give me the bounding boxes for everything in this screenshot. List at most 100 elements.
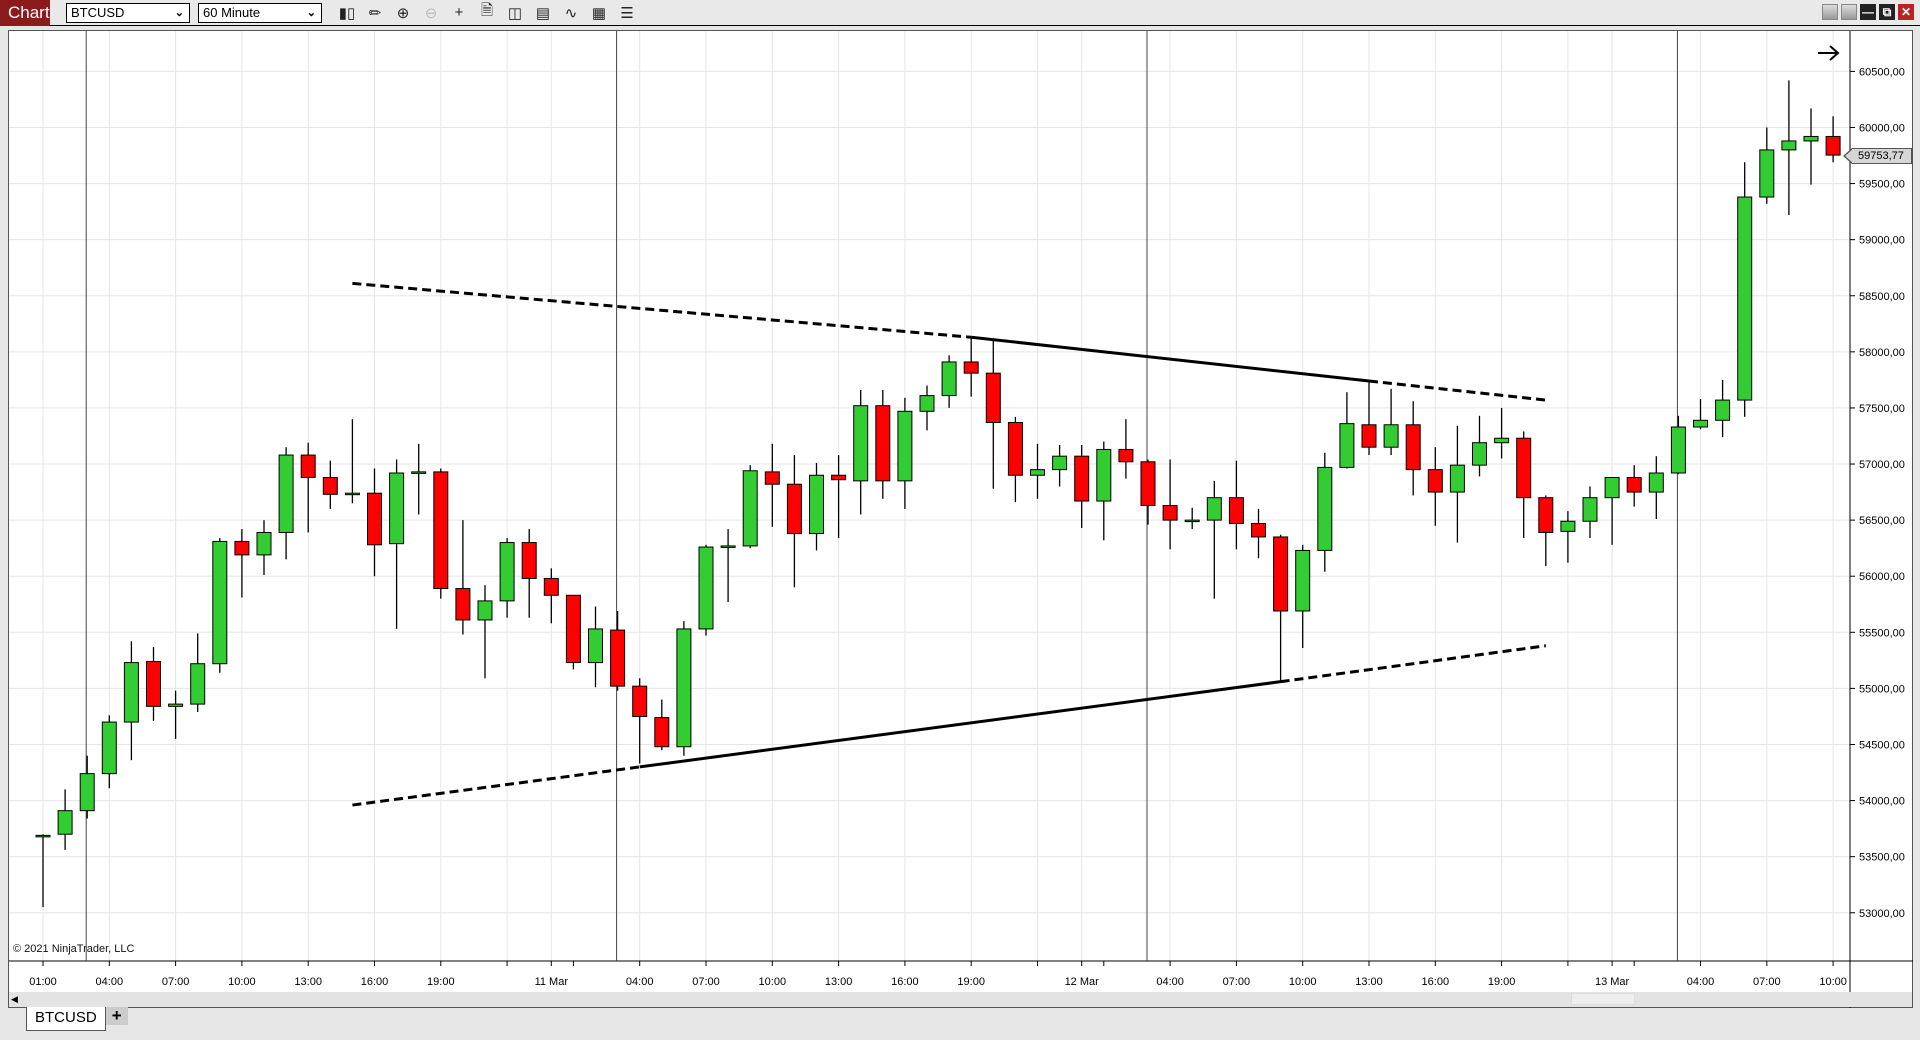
candle-up [1670, 426, 1686, 474]
x-tick-label: 10:00 [759, 976, 787, 988]
x-tick-label: 04:00 [96, 976, 124, 988]
y-tick-label: 58500,00 [1859, 291, 1905, 303]
candle-down [367, 492, 382, 546]
candle-down [1405, 424, 1421, 471]
x-tick-label: 07:00 [1223, 976, 1251, 988]
crosshair-icon[interactable]: + [454, 4, 464, 21]
scroll-thumb[interactable] [1571, 993, 1635, 1005]
chart-trader-icon[interactable]: ▤ [535, 4, 551, 22]
candle-up [698, 546, 714, 630]
candle-down [654, 717, 670, 748]
upper-trendline-segment [352, 281, 972, 339]
instrument-value: BTCUSD [71, 4, 125, 20]
y-tick-label: 53000,00 [1859, 908, 1905, 920]
window-option-button[interactable] [1822, 4, 1838, 20]
y-tick-label: 57500,00 [1859, 403, 1905, 415]
candle-up [853, 405, 869, 482]
candle-down [521, 542, 537, 579]
candle-up [809, 474, 824, 535]
candle-down [146, 660, 161, 707]
candle-up [676, 628, 692, 748]
candle-up [919, 395, 935, 412]
x-tick-label: 11 Mar [535, 976, 569, 988]
candle-up [1803, 135, 1819, 142]
candle-down [1516, 437, 1532, 499]
candle-down [1361, 424, 1377, 448]
tab-bar: BTCUSD + [26, 1007, 128, 1031]
x-tick-label: 16:00 [361, 976, 389, 988]
minimize-button[interactable]: — [1860, 4, 1876, 20]
candle-down [1825, 135, 1841, 156]
lower-trendline-segment [639, 680, 1281, 769]
instrument-select[interactable]: BTCUSD ⌄ [66, 2, 190, 23]
window-option-button[interactable] [1841, 4, 1857, 20]
lower-trendline-segment [352, 765, 640, 807]
close-button[interactable]: ✕ [1898, 4, 1914, 20]
candle-up [1184, 519, 1200, 523]
candle-up [1715, 399, 1731, 421]
x-tick-label: 10:00 [1289, 976, 1317, 988]
x-tick-label: 13:00 [294, 976, 322, 988]
candle-down [1273, 536, 1289, 612]
x-tick-label: 13:00 [1355, 976, 1383, 988]
candle-down [433, 471, 449, 590]
candle-down [764, 471, 780, 485]
properties-icon[interactable]: 🗎 [480, 2, 494, 19]
candle-down [322, 476, 338, 495]
x-tick-label: 19:00 [1488, 976, 1516, 988]
candle-up [941, 361, 957, 397]
scroll-left-icon[interactable]: ◀ [11, 994, 18, 1004]
candle-down [610, 629, 626, 687]
scroll-to-latest-arrow-icon[interactable] [1818, 45, 1840, 61]
interval-select[interactable]: 60 Minute ⌄ [198, 2, 322, 23]
y-tick-label: 56000,00 [1859, 571, 1905, 583]
y-tick-label: 54500,00 [1859, 739, 1905, 751]
zoom-out-icon[interactable]: ⊖ [424, 4, 438, 22]
upper-trendline-segment [1368, 379, 1546, 402]
candle-up [278, 454, 294, 533]
y-tick-label: 58000,00 [1859, 347, 1905, 359]
candle-up [1781, 140, 1797, 151]
drawing-tool-icon[interactable]: ✏ [368, 4, 382, 22]
candle-down [1228, 497, 1244, 524]
y-tick-label: 59500,00 [1859, 179, 1905, 191]
candle-down [1427, 469, 1443, 493]
candle-up [1759, 149, 1775, 198]
candle-up [57, 810, 73, 835]
x-tick-label: 16:00 [1422, 976, 1450, 988]
candle-up [1096, 448, 1112, 502]
x-tick-label: 19:00 [957, 976, 985, 988]
y-tick-label: 59000,00 [1859, 235, 1905, 247]
tab-btcusd[interactable]: BTCUSD [26, 1007, 106, 1031]
candle-up [1582, 497, 1598, 522]
candle-up [1449, 464, 1465, 493]
restore-button[interactable]: ⧉ [1879, 4, 1895, 20]
x-tick-label: 07:00 [692, 976, 720, 988]
candle-up [1560, 520, 1576, 532]
x-tick-label: 10:00 [228, 976, 256, 988]
candle-up [1472, 442, 1487, 466]
object-list-icon[interactable]: ☰ [620, 4, 634, 22]
chevron-down-icon: ⌄ [174, 6, 184, 19]
candle-down [1162, 505, 1178, 521]
candle-up [123, 662, 139, 723]
chart-toolbar: Chart BTCUSD ⌄ 60 Minute ⌄ ▮▯ ✏ ⊕ ⊖ + 🗎 ◫ … [0, 0, 1920, 26]
candle-up [1339, 423, 1355, 468]
zoom-in-icon[interactable]: ⊕ [396, 4, 410, 22]
candle-up [477, 600, 493, 621]
strategies-icon[interactable]: ∿ [564, 4, 578, 22]
candle-up [499, 542, 515, 602]
candle-up [101, 721, 117, 775]
copyright-text: © 2021 NinjaTrader, LLC [13, 943, 135, 955]
x-tick-label: 10:00 [1819, 976, 1847, 988]
horizontal-scrollbar[interactable]: ◀ [9, 992, 1912, 1007]
candle-up [1737, 196, 1753, 401]
add-tab-button[interactable]: + [105, 1007, 128, 1025]
x-tick-label: 07:00 [1753, 976, 1781, 988]
data-box-icon[interactable]: ◫ [507, 4, 523, 22]
bar-type-icon[interactable]: ▮▯ [338, 4, 356, 22]
candle-down [985, 372, 1001, 424]
candle-down [1074, 455, 1090, 502]
indicators-icon[interactable]: ▦ [591, 4, 607, 22]
